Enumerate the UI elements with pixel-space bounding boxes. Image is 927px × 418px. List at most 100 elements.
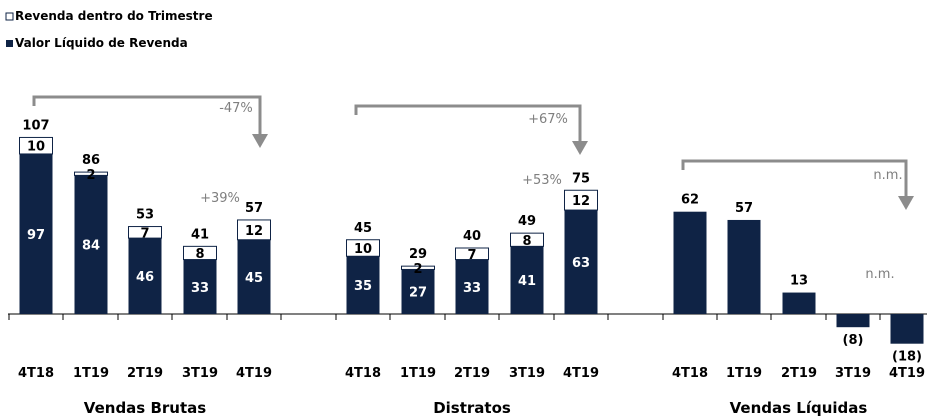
total-label: 40 — [463, 229, 481, 244]
total-label: 86 — [82, 153, 100, 168]
legend-item-revenda: Revenda dentro do Trimestre — [5, 9, 213, 23]
trend-arrow — [354, 104, 582, 143]
bar-segment-revenda-trimestre — [128, 226, 162, 239]
total-label: 13 — [790, 274, 808, 289]
legend-label: Valor Líquido de Revenda — [15, 36, 188, 50]
category-label: 4T18 — [672, 366, 708, 381]
group-title: Distratos — [433, 399, 511, 417]
trend-arrow — [32, 95, 262, 136]
total-label: 57 — [245, 201, 263, 216]
group-title: Vendas Brutas — [84, 399, 206, 417]
bar-segment-valor-liquido — [346, 256, 380, 314]
total-label: (8) — [843, 333, 864, 348]
category-label: 4T19 — [236, 366, 272, 381]
category-label: 3T19 — [509, 366, 545, 381]
category-label: 2T19 — [781, 366, 817, 381]
data-label: 10 — [27, 140, 45, 155]
total-label: 53 — [136, 208, 154, 223]
trend-annotation: n.m. — [873, 168, 902, 183]
bars — [19, 136, 924, 344]
bar-segment-valor-liquido — [183, 259, 217, 314]
category-label: 4T18 — [345, 366, 381, 381]
trend-annotation: +67% — [528, 112, 568, 127]
category-label: 1T19 — [73, 366, 109, 381]
bar-segment-valor-liquido — [673, 211, 707, 314]
category-label: 3T19 — [182, 366, 218, 381]
trend-arrowhead — [898, 196, 914, 210]
change-annotation: +53% — [522, 173, 562, 188]
data-label: 8 — [195, 247, 204, 262]
data-label: 7 — [467, 248, 476, 263]
category-label: 3T19 — [835, 366, 871, 381]
legend-swatch-outline — [5, 12, 14, 21]
data-label: 63 — [572, 256, 590, 271]
category-label: 1T19 — [726, 366, 762, 381]
data-label: 8 — [522, 234, 531, 249]
data-label: 33 — [191, 281, 209, 296]
total-label: 41 — [191, 227, 209, 242]
data-label: 84 — [82, 239, 100, 254]
total-label: 75 — [572, 171, 590, 186]
trend-arrowhead — [572, 141, 588, 155]
bar-segment-valor-liquido — [727, 219, 761, 314]
legend-swatch-filled — [6, 40, 13, 47]
category-label: 1T19 — [400, 366, 436, 381]
bar-segment-valor-liquido — [564, 210, 598, 314]
data-label: 12 — [572, 194, 590, 209]
data-label: 41 — [518, 274, 536, 289]
data-label: 27 — [409, 286, 427, 301]
change-annotation: n.m. — [865, 267, 894, 282]
bar-segment-valor-liquido — [890, 314, 924, 344]
bar-segment-valor-liquido — [128, 238, 162, 314]
axis-ticks — [8, 314, 881, 320]
bar-segment-revenda-trimestre — [455, 247, 489, 261]
arrows: -47% +39% +67% +53% n.m. n.m. — [32, 95, 914, 282]
bar-segment-valor-liquido — [237, 239, 271, 314]
bar-segment-revenda-trimestre — [19, 136, 53, 155]
bar-segment-valor-liquido — [836, 314, 870, 328]
total-label: 62 — [681, 193, 699, 208]
data-label: 2 — [413, 262, 422, 277]
bar-segment-valor-liquido — [19, 153, 53, 314]
data-label: 12 — [245, 224, 263, 239]
total-label: 29 — [409, 247, 427, 262]
group-title: Vendas Líquidas — [730, 399, 868, 417]
trend-annotation: -47% — [219, 101, 253, 116]
bar-segment-revenda-trimestre — [346, 239, 380, 257]
legend-label: Revenda dentro do Trimestre — [15, 9, 213, 23]
category-label: 4T19 — [563, 366, 599, 381]
bar-segment-revenda-trimestre — [74, 171, 108, 176]
data-label: 10 — [354, 242, 372, 257]
data-label: 45 — [245, 271, 263, 286]
labels: 97101074T18842861T19467532T19338413T1945… — [18, 118, 925, 417]
total-label: 49 — [518, 214, 536, 229]
bar-segment-valor-liquido — [782, 292, 816, 314]
category-label: 2T19 — [127, 366, 163, 381]
trend-arrow — [681, 159, 908, 198]
legend-item-valor: Valor Líquido de Revenda — [6, 36, 188, 50]
legend: Revenda dentro do Trimestre Valor Líquid… — [5, 9, 213, 50]
data-label: 7 — [140, 226, 149, 241]
bar-segment-revenda-trimestre — [564, 189, 598, 211]
bar-segment-revenda-trimestre — [183, 245, 217, 261]
change-annotation: +39% — [200, 191, 240, 206]
data-label: 2 — [86, 168, 95, 183]
bar-segment-revenda-trimestre — [401, 265, 435, 270]
total-label: 107 — [22, 118, 49, 133]
data-label: 46 — [136, 270, 154, 285]
category-label: 4T18 — [18, 366, 54, 381]
category-label: 2T19 — [454, 366, 490, 381]
data-label: 35 — [354, 279, 372, 294]
trend-arrowhead — [252, 134, 268, 148]
total-label: 45 — [354, 221, 372, 236]
total-label: (18) — [892, 350, 922, 365]
bar-segment-revenda-trimestre — [510, 232, 544, 247]
bar-segment-valor-liquido — [401, 269, 435, 314]
bar-segment-valor-liquido — [455, 259, 489, 314]
bar-segment-valor-liquido — [74, 175, 108, 314]
data-label: 33 — [463, 281, 481, 296]
category-label: 4T19 — [889, 366, 925, 381]
data-label: 97 — [27, 228, 45, 243]
total-label: 57 — [735, 201, 753, 216]
